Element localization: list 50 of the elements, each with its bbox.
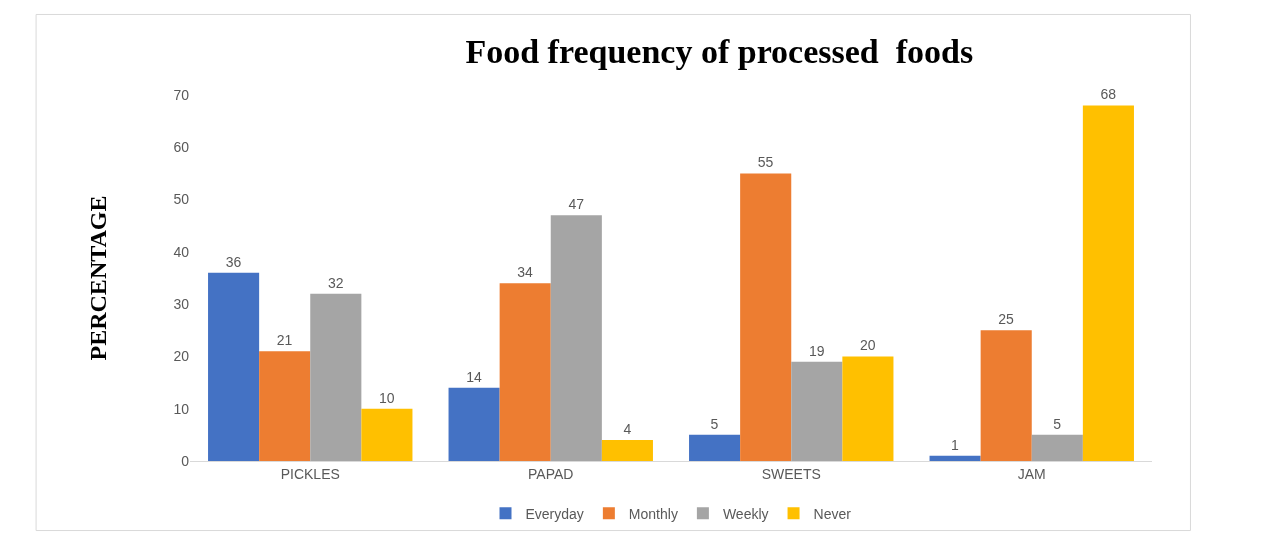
y-tick-label: 40	[173, 243, 190, 260]
bar	[550, 215, 602, 461]
bar	[1031, 434, 1083, 461]
data-label: 32	[327, 274, 344, 291]
y-tick-label: 30	[173, 296, 190, 313]
data-label: 36	[225, 253, 242, 270]
x-tick-label: PICKLES	[280, 465, 340, 482]
bar	[601, 440, 653, 461]
y-axis-title: PERCENTAGE	[84, 195, 111, 361]
data-label: 34	[517, 264, 534, 281]
bar	[929, 455, 981, 461]
data-label: 25	[998, 311, 1015, 328]
bar	[1082, 105, 1134, 461]
data-label: 55	[757, 154, 774, 171]
data-label: 21	[276, 332, 293, 349]
data-label: 4	[623, 421, 632, 438]
data-label: 1	[951, 436, 960, 453]
legend-label: Everyday	[525, 505, 584, 522]
x-tick-label: SWEETS	[761, 465, 821, 482]
data-label: 19	[808, 342, 825, 359]
y-tick-label: 50	[173, 191, 190, 208]
y-tick-label: 70	[173, 86, 190, 103]
data-label: 5	[710, 415, 719, 432]
legend-label: Never	[813, 505, 852, 522]
bar	[361, 408, 413, 461]
bar	[448, 387, 500, 461]
legend-label: Weekly	[722, 505, 769, 522]
bar	[310, 293, 362, 461]
bar	[980, 330, 1032, 461]
chart-title: Food frequency of processed foods	[465, 32, 974, 70]
data-label: 47	[568, 196, 585, 213]
y-tick-label: 20	[173, 348, 190, 365]
bar	[689, 434, 741, 461]
data-label: 5	[1053, 415, 1062, 432]
x-tick-label: JAM	[1017, 465, 1046, 482]
y-tick-label: 10	[173, 400, 190, 417]
bar	[842, 356, 894, 461]
y-tick-label: 60	[173, 139, 190, 156]
data-label: 68	[1100, 86, 1117, 103]
y-tick-label: 0	[181, 452, 190, 469]
bar	[740, 173, 792, 461]
data-label: 14	[466, 368, 482, 385]
data-label: 10	[379, 389, 395, 406]
bar	[259, 351, 311, 461]
legend-label: Monthly	[628, 505, 678, 522]
bar	[499, 283, 551, 461]
data-label: 20	[860, 337, 876, 354]
bar	[208, 272, 260, 461]
x-tick-label: PAPAD	[528, 465, 574, 482]
bar	[791, 361, 843, 461]
